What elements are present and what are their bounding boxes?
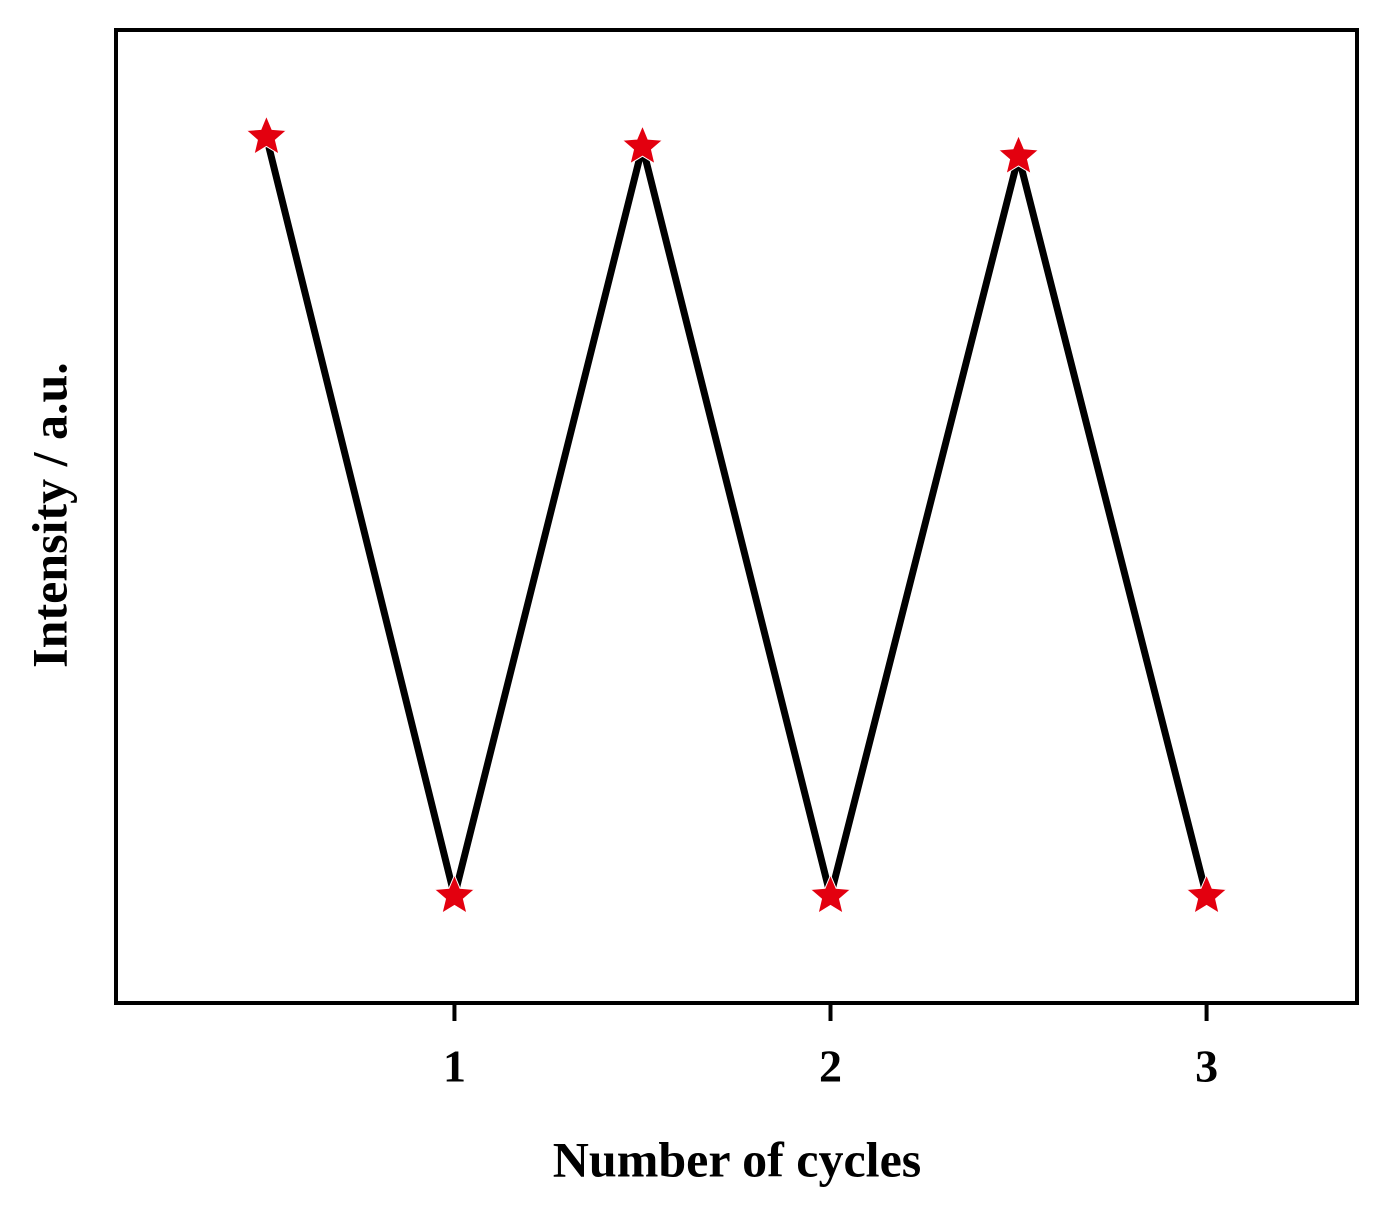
data-line bbox=[263, 136, 1210, 897]
data-point bbox=[1185, 873, 1228, 915]
x-tick-label: 1 bbox=[443, 1041, 466, 1092]
data-point bbox=[433, 873, 476, 915]
y-axis-label: Intensity / a.u. bbox=[21, 362, 77, 668]
plot-frame bbox=[114, 28, 1359, 1005]
data-point bbox=[245, 114, 288, 156]
x-tick-label: 3 bbox=[1195, 1041, 1218, 1092]
x-axis-label: Number of cycles bbox=[553, 1131, 921, 1187]
x-tick-label: 2 bbox=[819, 1041, 842, 1092]
data-point bbox=[997, 134, 1040, 175]
data-point bbox=[809, 873, 852, 915]
data-point bbox=[621, 124, 664, 165]
